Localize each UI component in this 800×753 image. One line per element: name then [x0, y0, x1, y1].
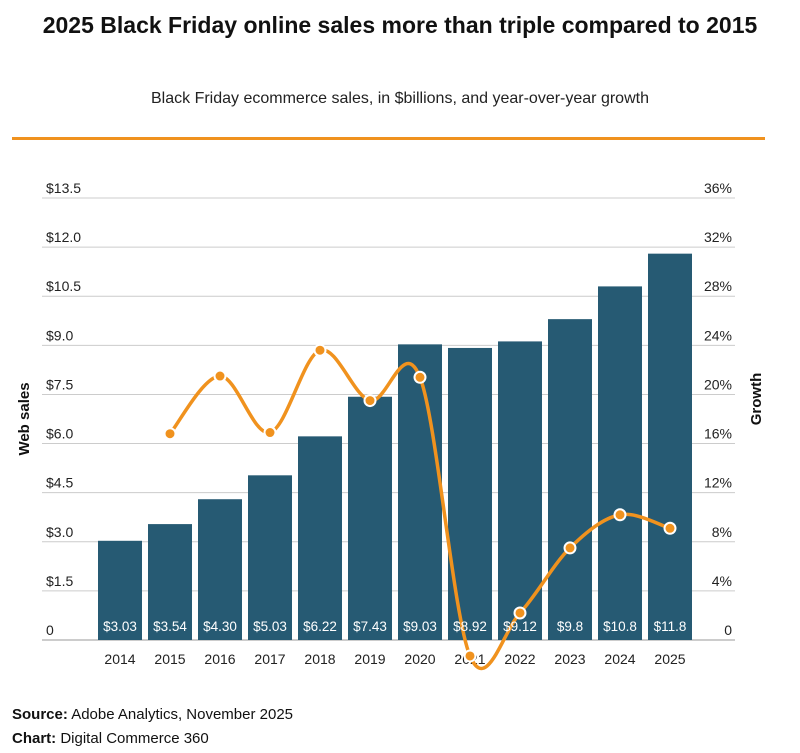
bar-value-label: $5.03: [253, 619, 287, 634]
y2-tick-label: 32%: [704, 229, 732, 245]
orange-divider: [12, 137, 765, 140]
y2-tick-label: 4%: [712, 573, 732, 589]
growth-point-2019: [363, 394, 377, 408]
y-tick-label: $4.5: [46, 475, 73, 491]
chart-credit-text: Digital Commerce 360: [60, 730, 209, 747]
y-axis-title: Web sales: [16, 382, 33, 455]
bar-value-label: $8.92: [453, 619, 487, 634]
bar-value-label: $11.8: [654, 619, 687, 634]
growth-point-2023: [563, 541, 577, 555]
chart-credit-label: Chart:: [12, 730, 57, 747]
y-tick-label: $12.0: [46, 229, 81, 245]
bar-value-label: $3.54: [153, 619, 187, 634]
y2-tick-label: 8%: [712, 524, 732, 540]
growth-point-2020: [413, 370, 427, 384]
bar-value-label: $9.12: [503, 619, 537, 634]
growth-point-2021: [463, 649, 477, 663]
y2-tick-label: 28%: [704, 278, 732, 294]
source-label: Source:: [12, 706, 68, 723]
growth-point-2022: [513, 606, 527, 620]
y2-tick-label: 0: [724, 622, 732, 638]
x-tick-label: 2017: [254, 651, 285, 667]
bar-2024: [598, 286, 642, 640]
bar-2022: [498, 341, 542, 640]
x-tick-label: 2020: [404, 651, 435, 667]
y2-axis-title: Growth: [748, 373, 765, 426]
y2-tick-label: 36%: [704, 180, 732, 196]
y-tick-label: $7.5: [46, 376, 73, 392]
x-tick-label: 2023: [554, 651, 585, 667]
y-tick-label: $1.5: [46, 573, 73, 589]
y-tick-label: 0: [46, 622, 54, 638]
bar-2021: [448, 347, 492, 640]
x-tick-label: 2015: [154, 651, 185, 667]
y2-tick-label: 24%: [704, 327, 732, 343]
source-line: Source: Adobe Analytics, November 2025: [12, 706, 293, 723]
bar-2018: [298, 436, 342, 640]
x-tick-label: 2022: [504, 651, 535, 667]
bar-2017: [248, 475, 292, 640]
bar-2016: [198, 499, 242, 640]
y-tick-label: $13.5: [46, 180, 81, 196]
growth-point-2017: [263, 426, 277, 440]
y2-tick-label: 16%: [704, 426, 732, 442]
y-tick-label: $3.0: [46, 524, 73, 540]
bar-value-label: $9.8: [557, 619, 583, 634]
y-tick-label: $6.0: [46, 426, 73, 442]
bar-value-label: $7.43: [353, 619, 387, 634]
x-tick-label: 2018: [304, 651, 335, 667]
chart: 0 0 $1.5 4% $3.0 8% $4.5 12% $6.0 16% $7.5 20% $9.0 2…: [16, 180, 765, 671]
bar-value-label: $10.8: [603, 619, 637, 634]
bar-value-label: $4.30: [203, 619, 237, 634]
y2-tick-label: 20%: [704, 376, 732, 392]
bar-2019: [348, 396, 392, 640]
x-tick-label: 2019: [354, 651, 385, 667]
bar-value-label: $9.03: [403, 619, 437, 634]
growth-point-2025: [663, 521, 677, 535]
bar-2023: [548, 319, 592, 640]
chart-subtitle: Black Friday ecommerce sales, in $billio…: [151, 90, 649, 107]
growth-point-2018: [313, 343, 327, 357]
x-tick-label: 2024: [604, 651, 635, 667]
bar-2020: [398, 344, 442, 640]
bar-2014: [98, 540, 142, 640]
y-tick-label: $10.5: [46, 278, 81, 294]
chart-credit-line: Chart: Digital Commerce 360: [12, 730, 209, 747]
growth-point-2015: [163, 427, 177, 441]
chart-title: 2025 Black Friday online sales more than…: [42, 12, 758, 38]
x-tick-label: 2016: [204, 651, 235, 667]
bar-value-label: $3.03: [103, 619, 137, 634]
x-tick-label: 2014: [104, 651, 135, 667]
source-text: Adobe Analytics, November 2025: [71, 706, 294, 723]
x-tick-label: 2025: [654, 651, 685, 667]
y2-tick-label: 12%: [704, 475, 732, 491]
growth-point-2024: [613, 508, 627, 522]
bar-2025: [648, 253, 692, 641]
bar-value-label: $6.22: [303, 619, 337, 634]
bar-2015: [148, 524, 192, 640]
y-tick-label: $9.0: [46, 327, 73, 343]
growth-point-2016: [213, 369, 227, 383]
